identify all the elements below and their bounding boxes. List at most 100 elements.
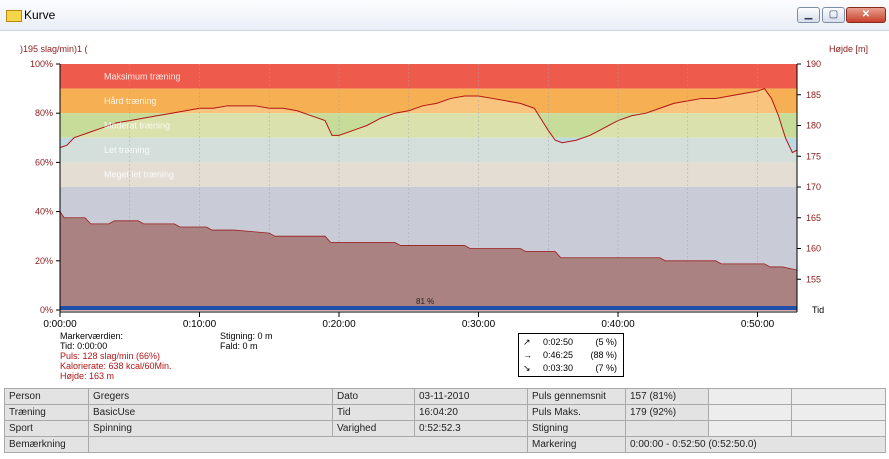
- right-tick-label: 160: [806, 244, 821, 254]
- chart-app-icon: [6, 10, 22, 22]
- duration-value: 0:52:52.3: [414, 420, 528, 437]
- table-row: Person Gregers Dato 03-11-2010 Puls genn…: [4, 388, 886, 405]
- right-tick-label: 165: [806, 213, 821, 223]
- marking-label: Markering: [527, 436, 626, 453]
- altitude-area: [59, 210, 798, 311]
- note-value[interactable]: [88, 436, 528, 453]
- person-label: Person: [4, 388, 89, 405]
- max-pulse-label: Puls Maks.: [527, 404, 626, 421]
- empty-cell: [708, 388, 792, 405]
- empty-cell: [791, 404, 886, 421]
- training-value[interactable]: BasicUse: [88, 404, 333, 421]
- sport-label: Sport: [4, 420, 89, 437]
- left-axis-label: )195 slag/min)1 (: [20, 44, 88, 54]
- window-title: Kurve: [24, 8, 56, 22]
- left-tick-label: 20%: [35, 256, 53, 266]
- minimize-button[interactable]: ▁: [797, 7, 820, 23]
- slope-row-up: ↗ 0:02:50 (5 %): [523, 337, 621, 348]
- chart-area[interactable]: Maksimum træning Hård træning Moderat træn…: [0, 31, 889, 387]
- zone-label: Meget let træning: [104, 170, 174, 180]
- baseline-label: 81 %: [416, 297, 434, 306]
- down-arrow-icon: ↘: [523, 363, 531, 373]
- zone-label: Maksimum træning: [104, 71, 181, 81]
- left-tick-label: 40%: [35, 207, 53, 217]
- person-value[interactable]: Gregers: [88, 388, 333, 405]
- climb-table-value: [625, 420, 709, 437]
- empty-cell: [708, 404, 792, 421]
- table-row: Træning BasicUse Tid 16:04:20 Puls Maks.…: [4, 404, 886, 421]
- right-tick-label: 185: [806, 90, 821, 100]
- window-titlebar: Kurve ▁ ▢ ✕: [0, 0, 889, 31]
- zone-band: [60, 162, 797, 187]
- empty-cell: [708, 420, 792, 437]
- slope-up-time: 0:02:50: [543, 337, 574, 347]
- x-tick-label: 0:00:00: [43, 319, 77, 330]
- marker-time: Tid: 0:00:00: [60, 341, 108, 351]
- marker-pulse: Puls: 128 slag/min (66%): [60, 351, 161, 361]
- slope-row-down: ↘ 0:03:30 (7 %): [523, 363, 621, 374]
- marker-header: Markerværdien:: [60, 331, 124, 341]
- left-tick-label: 80%: [35, 108, 53, 118]
- date-value[interactable]: 03-11-2010: [414, 388, 528, 405]
- slope-flat-time: 0:46:25: [543, 350, 574, 360]
- sport-value[interactable]: Spinning: [88, 420, 333, 437]
- up-arrow-icon: ↗: [523, 337, 531, 347]
- x-tick-label: 0:30:00: [462, 319, 496, 330]
- zone-band: [60, 137, 797, 163]
- time-label: Tid: [332, 404, 415, 421]
- avg-pulse-label: Puls gennemsnit: [527, 388, 626, 405]
- climb-value: Stigning: 0 m: [220, 331, 273, 341]
- right-axis-unit: Tid: [812, 305, 824, 315]
- training-label: Træning: [4, 404, 89, 421]
- climb-stats: Stigning: 0 m Fald: 0 m: [220, 331, 273, 351]
- climb-label: Stigning: [527, 420, 626, 437]
- heart-rate-area: [60, 88, 797, 187]
- left-tick-label: 0%: [40, 305, 53, 315]
- avg-pulse-value: 157 (81%): [625, 388, 709, 405]
- x-tick-label: 0:50:00: [741, 319, 775, 330]
- x-tick-label: 0:10:00: [183, 319, 217, 330]
- right-tick-label: 190: [806, 59, 821, 69]
- slope-down-pct: (7 %): [595, 363, 617, 373]
- duration-label: Varighed: [332, 420, 415, 437]
- session-info-table: Person Gregers Dato 03-11-2010 Puls genn…: [4, 388, 886, 453]
- right-axis-label: Højde [m]: [829, 44, 868, 54]
- marker-stats: Markerværdien: Tid: 0:00:00 Puls: 128 sl…: [60, 331, 172, 381]
- right-tick-label: 170: [806, 182, 821, 192]
- right-tick-label: 175: [806, 151, 821, 161]
- marking-value: 0:00:00 - 0:52:50 (0:52:50.0): [625, 436, 886, 453]
- slope-down-time: 0:03:30: [543, 363, 574, 373]
- right-tick-label: 180: [806, 121, 821, 131]
- time-value[interactable]: 16:04:20: [414, 404, 528, 421]
- x-tick-label: 0:20:00: [322, 319, 356, 330]
- empty-cell: [791, 388, 886, 405]
- hr-altitude-chart[interactable]: Maksimum træning Hård træning Moderat træn…: [0, 31, 889, 387]
- note-label: Bemærkning: [4, 436, 89, 453]
- left-tick-label: 100%: [30, 59, 53, 69]
- zone-band: [60, 88, 797, 114]
- table-row: Sport Spinning Varighed 0:52:52.3 Stigni…: [4, 420, 886, 437]
- maximize-button[interactable]: ▢: [822, 7, 845, 23]
- descent-value: Fald: 0 m: [220, 341, 258, 351]
- slope-summary-box: ↗ 0:02:50 (5 %) → 0:46:25 (88 %) ↘ 0:03:…: [518, 333, 624, 377]
- marker-height: Højde: 163 m: [60, 371, 115, 381]
- slope-up-pct: (5 %): [595, 337, 617, 347]
- slope-row-flat: → 0:46:25 (88 %): [523, 350, 621, 361]
- zone-band: [60, 113, 797, 138]
- flat-arrow-icon: →: [523, 350, 532, 360]
- zone-label: Moderat træning: [104, 121, 170, 131]
- zone-band: [60, 64, 797, 89]
- left-tick-label: 60%: [35, 157, 53, 167]
- zone-label: Hård træning: [104, 96, 157, 106]
- heart-rate-line: [59, 88, 798, 154]
- slope-flat-pct: (88 %): [590, 350, 617, 360]
- x-tick-label: 0:40:00: [601, 319, 635, 330]
- close-button[interactable]: ✕: [846, 7, 886, 23]
- zone-label: Let træning: [104, 145, 150, 155]
- date-label: Dato: [332, 388, 415, 405]
- empty-cell: [791, 420, 886, 437]
- max-pulse-value: 179 (92%): [625, 404, 709, 421]
- marker-calories: Kalorierate: 638 kcal/60Min.: [60, 361, 172, 371]
- table-row: Bemærkning Markering 0:00:00 - 0:52:50 (…: [4, 436, 886, 453]
- baseline-bar: [60, 306, 797, 310]
